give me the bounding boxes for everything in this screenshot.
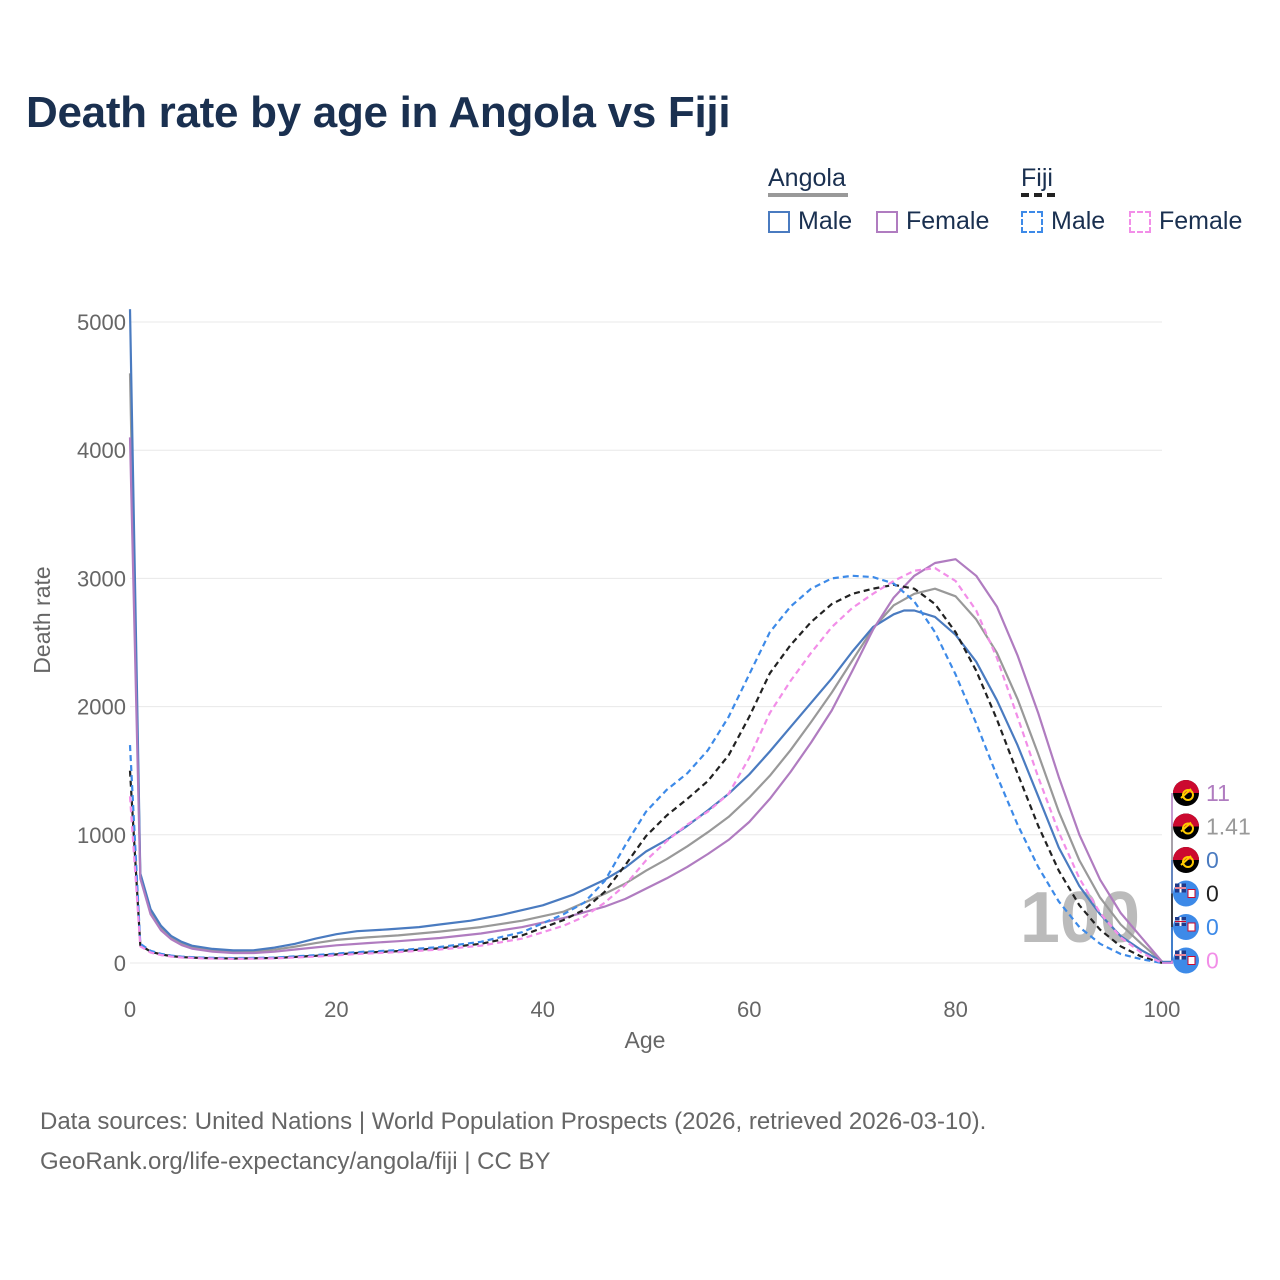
year-watermark: 100 [1020,878,1140,958]
page-title: Death rate by age in Angola vs Fiji [26,88,731,137]
series-line-angola-total [128,373,1163,963]
x-tick-label: 0 [124,997,136,1022]
flag-red-half [1173,847,1199,860]
flag-machete [1180,788,1192,799]
legend-group-fiji: Fiji [1021,164,1053,192]
flag-red-half [1173,780,1199,793]
flag-angola-icon [1173,813,1199,840]
end-label-value: 0 [1206,881,1219,907]
flag-red-half [1173,813,1199,827]
x-tick-label: 20 [324,997,348,1022]
end-label-connector [1162,826,1173,963]
flag-angola-icon [1173,847,1199,873]
flag-machete [1180,821,1192,833]
flag-fiji-icon [1173,914,1199,940]
series-layer [128,309,1163,965]
legend-label: Female [906,207,990,235]
y-axis-label: Death rate [29,566,55,673]
end-label-value: 0 [1206,847,1219,873]
legend-group-angola: Angola [768,164,846,192]
flag-machete [1180,855,1192,866]
series-line-fiji-male [128,574,1163,965]
y-tick-label: 1000 [77,823,126,848]
series-line-fiji-total [128,583,1163,965]
flag-angola-icon [1173,780,1199,806]
axes: 0 1000 2000 3000 4000 5000 0 20 40 60 80 100 [77,310,1180,1022]
legend-label: Female [1159,207,1243,235]
series-line-fiji-female [128,567,1163,964]
legend-item-angola-female[interactable]: Female [876,207,989,236]
legend-item-fiji-male[interactable]: Male [1021,207,1105,236]
source-line-2[interactable]: GeoRank.org/life-expectancy/angola/fiji … [40,1148,551,1175]
source-line-1: Data sources: United Nations | World Pop… [40,1108,987,1135]
end-label-connector [1162,893,1173,964]
end-labels: 11 1.41 0 0 0 0 [1162,780,1251,974]
legend-swatch-angola-female [876,210,898,233]
end-label-connector [1162,960,1173,964]
y-tick-label: 3000 [77,566,126,591]
x-tick-label: 80 [943,997,967,1022]
y-tick-label: 5000 [77,310,126,335]
legend-fiji-underline [1021,193,1055,197]
legend-label: Male [1051,207,1106,235]
y-tick-label: 4000 [77,438,126,463]
legend-angola-underline [768,193,848,197]
end-label-value: 0 [1206,914,1219,940]
y-tick-label: 0 [114,951,126,976]
end-label-value: 11 [1206,780,1230,806]
y-tick-label: 2000 [77,695,126,720]
flag-fiji-icon [1173,947,1199,974]
x-axis-label: Age [625,1027,666,1053]
end-label-connector [1162,793,1173,963]
x-tick-label: 60 [737,997,761,1022]
end-label-connector [1162,860,1173,963]
end-label-value: 0 [1206,948,1219,974]
legend-swatch-fiji-female [1129,210,1151,233]
legend-item-angola-male[interactable]: Male [768,207,852,236]
legend-swatch-angola-male [768,210,790,233]
legend-label: Male [798,207,853,235]
flag-shield [1187,956,1196,965]
series-line-angola-male [128,309,1163,963]
flag-shield [1187,922,1196,932]
series-line-angola-female [128,437,1163,963]
x-tick-label: 100 [1144,997,1181,1022]
x-tick-label: 40 [531,997,555,1022]
flag-shield [1187,889,1196,898]
flag-fiji-icon [1173,880,1199,907]
end-label-connector [1162,927,1173,964]
legend-item-fiji-female[interactable]: Female [1129,207,1242,236]
gridlines [130,321,1162,964]
legend-swatch-fiji-male [1021,210,1043,233]
end-label-value: 1.41 [1206,814,1251,840]
